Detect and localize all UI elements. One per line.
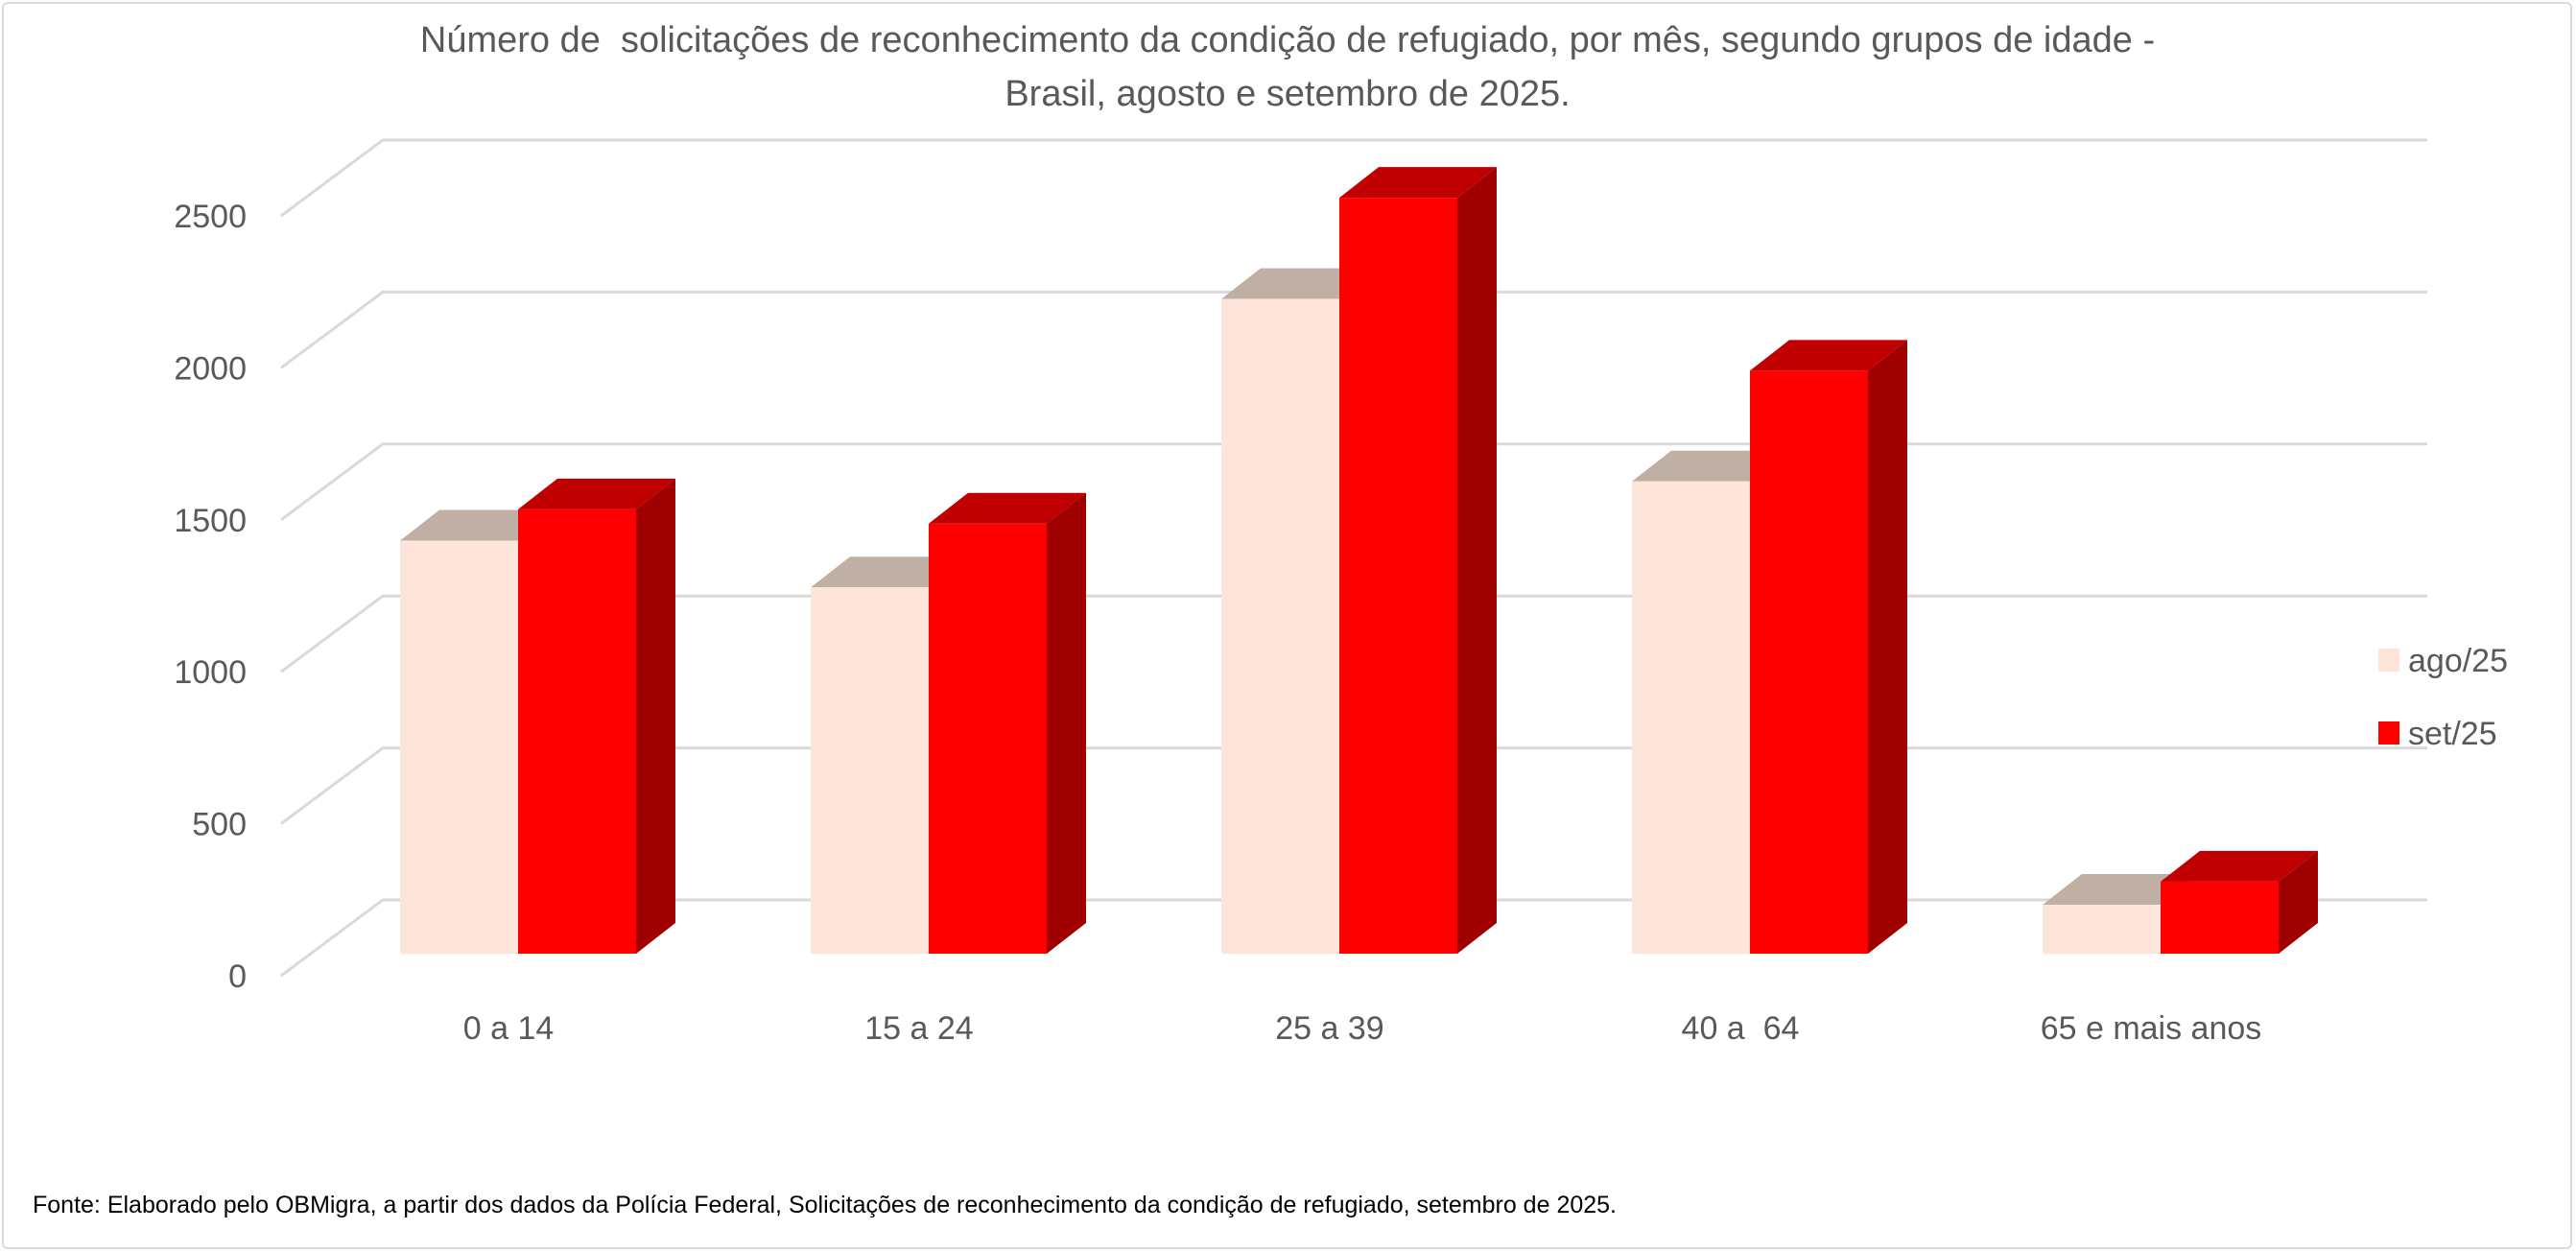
gridline [280, 442, 2427, 522]
chart-title-line-2: Brasil, agosto e setembro de 2025. [1004, 74, 1570, 114]
bar-side [2279, 850, 2318, 954]
bar-front [1750, 370, 1868, 955]
source-note: Fonte: Elaborado pelo OBMigra, a partir … [33, 1192, 1617, 1218]
legend-label: set/25 [2408, 716, 2497, 752]
x-tick-label: 15 a 24 [864, 1010, 973, 1047]
bar [929, 492, 1086, 954]
bar [1632, 450, 1789, 954]
bar-top [518, 478, 675, 509]
bar [400, 509, 557, 954]
bar-top [929, 492, 1086, 524]
x-tick-label: 40 a 64 [1682, 1010, 1800, 1047]
chart-title-line-1: Número de solicitações de reconhecimento… [420, 20, 2155, 60]
bar-top [1750, 340, 1907, 371]
y-tick-label: 2000 [174, 350, 247, 387]
bar-front [518, 508, 636, 954]
bar-front [400, 540, 518, 954]
bar [1750, 340, 1907, 955]
bar [518, 478, 675, 954]
gridline [280, 138, 2427, 218]
y-tick-label: 1000 [174, 654, 247, 691]
x-tick-label: 65 e mais anos [2041, 1010, 2262, 1047]
y-tick-label: 2500 [174, 199, 247, 235]
bar-side [1457, 167, 1497, 954]
bar-front [2043, 904, 2161, 954]
bar-side [1868, 340, 1907, 955]
bar-front [2161, 881, 2279, 954]
legend-swatch [2378, 649, 2399, 672]
y-tick-label: 0 [228, 958, 247, 995]
bar-side [1047, 492, 1086, 954]
bar-front [929, 523, 1047, 954]
bar-front [811, 587, 929, 954]
gridline [280, 290, 2427, 369]
bar-front [1339, 198, 1457, 954]
bar-top [1339, 167, 1497, 199]
bar-top [2161, 850, 2318, 882]
x-tick-label: 25 a 39 [1275, 1010, 1383, 1047]
bar-front [1221, 298, 1339, 954]
bar [811, 556, 968, 954]
bar [2161, 850, 2318, 954]
y-tick-label: 500 [192, 807, 247, 843]
x-tick-label: 0 a 14 [463, 1010, 555, 1047]
y-tick-label: 1500 [174, 503, 247, 539]
legend-label: ago/25 [2408, 643, 2508, 679]
bar-front [1632, 481, 1750, 954]
bar [1339, 167, 1497, 954]
legend-swatch [2378, 721, 2399, 745]
bar-side [636, 478, 675, 954]
